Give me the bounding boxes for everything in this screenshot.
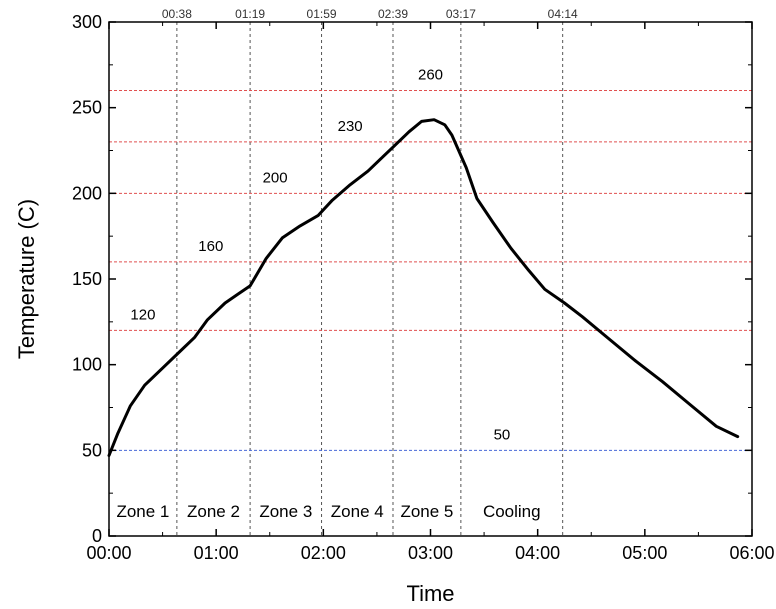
y-tick-label: 0 bbox=[92, 526, 102, 546]
y-tick-label: 250 bbox=[72, 98, 102, 118]
x-tick-label: 00:00 bbox=[86, 543, 131, 563]
zone-label: Zone 2 bbox=[187, 502, 240, 521]
zone-boundary-time-label: 01:19 bbox=[235, 7, 265, 21]
zone-label: Zone 4 bbox=[331, 502, 384, 521]
zone-boundary-time-label: 04:14 bbox=[548, 7, 578, 21]
zone-boundary-time-label: 00:38 bbox=[162, 7, 192, 21]
axes: 00:00 01:00 02:00 03:00 04:00 05:00 06:00 0 50 10… bbox=[72, 12, 775, 563]
threshold-label: 230 bbox=[338, 118, 363, 135]
y-axis-title: Temperature (C) bbox=[14, 199, 39, 359]
y-tick-label: 200 bbox=[72, 183, 102, 203]
annotation-labels: 00:38 01:19 01:59 02:39 03:17 04:14 260 230 200 1… bbox=[116, 7, 578, 521]
zone-label: Cooling bbox=[483, 502, 541, 521]
series-layer bbox=[107, 118, 740, 457]
y-tick-label: 100 bbox=[72, 355, 102, 375]
zone-label: Zone 5 bbox=[400, 502, 453, 521]
y-tick-label: 300 bbox=[72, 12, 102, 32]
threshold-label: 50 bbox=[494, 426, 511, 443]
x-axis-title: Time bbox=[406, 581, 454, 606]
x-tick-label: 03:00 bbox=[408, 543, 453, 563]
y-tick-label: 50 bbox=[82, 440, 102, 460]
plot-frame bbox=[108, 21, 753, 537]
zone-label: Zone 1 bbox=[116, 502, 169, 521]
x-tick-label: 06:00 bbox=[729, 543, 774, 563]
threshold-label: 160 bbox=[198, 238, 223, 255]
zone-boundary-lines bbox=[176, 22, 564, 536]
threshold-lines bbox=[109, 90, 752, 451]
threshold-label: 120 bbox=[130, 306, 155, 323]
x-tick-label: 02:00 bbox=[301, 543, 346, 563]
zone-label: Zone 3 bbox=[259, 502, 312, 521]
x-tick-label: 04:00 bbox=[515, 543, 560, 563]
x-tick-label: 01:00 bbox=[194, 543, 239, 563]
zone-boundary-time-label: 01:59 bbox=[307, 7, 337, 21]
temperature-curve bbox=[107, 118, 740, 457]
zone-boundary-time-label: 03:17 bbox=[446, 7, 476, 21]
threshold-label: 200 bbox=[263, 169, 288, 186]
y-tick-label: 150 bbox=[72, 269, 102, 289]
x-tick-label: 05:00 bbox=[622, 543, 667, 563]
zone-boundary-time-label: 02:39 bbox=[378, 7, 408, 21]
threshold-label: 260 bbox=[418, 67, 443, 84]
